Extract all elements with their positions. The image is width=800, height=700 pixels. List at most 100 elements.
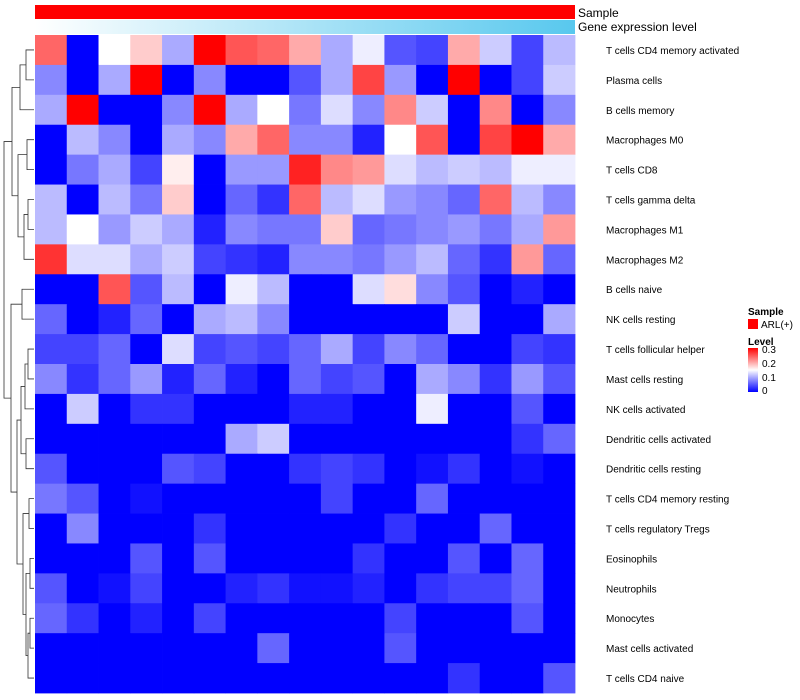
row-label: T cells CD4 naive [606,674,685,685]
heatmap-cell [130,64,163,96]
heatmap-cell [35,64,68,96]
heatmap-cell [98,483,131,514]
heatmap-cell [193,94,226,126]
heatmap-cell [543,364,576,395]
heatmap-cell [35,184,68,215]
heatmap-cell [130,124,163,156]
heatmap-cell [384,184,417,215]
heatmap-cell [66,633,99,664]
heatmap-cell [352,154,385,185]
heatmap-cell [447,483,481,514]
heatmap-cell [479,663,512,694]
heatmap-cell [543,304,576,335]
heatmap-cell [162,483,195,514]
heatmap-cell [320,423,354,455]
heatmap-cell [352,423,385,455]
heatmap-cell [35,94,68,126]
heatmap-cell [98,35,131,66]
heatmap-cell [289,483,322,514]
row-label: Plasma cells [606,76,662,87]
heatmap-cell [162,334,195,365]
heatmap-cell [162,274,195,305]
heatmap-cell [352,94,385,126]
heatmap-cell [352,64,385,96]
heatmap-cell [289,184,322,215]
heatmap-cell [289,364,322,395]
heatmap-cell [98,154,131,185]
heatmap-cell [447,214,481,245]
heatmap-cell [257,483,290,514]
heatmap-cell [543,423,576,455]
heatmap-cell [447,543,481,574]
sample-annotation-label: Sample [578,6,619,20]
dendrogram-branch [25,49,34,81]
heatmap-cell [193,64,226,96]
heatmap-cell [130,274,163,305]
row-label: Eosinophils [606,554,657,565]
heatmap-cell [35,483,68,514]
heatmap-cell [193,364,226,395]
heatmap-cell [352,184,385,215]
row-label: NK cells resting [606,315,675,326]
heatmap-cell [66,154,99,185]
heatmap-cell [225,423,258,455]
heatmap-cell [162,124,195,156]
heatmap-cell [416,573,449,604]
heatmap-cell [162,35,195,66]
heatmap-cell [384,393,417,425]
heatmap-cell [384,453,417,485]
heatmap-cell [320,64,354,96]
heatmap-cell [130,154,163,185]
heatmap-cell [130,453,163,485]
dendrogram-branch [16,419,23,565]
heatmap-cell [289,603,322,634]
heatmap-cell [416,154,449,185]
heatmap-cell [66,304,99,335]
heatmap-cell [416,453,449,485]
heatmap-cell [447,573,481,604]
dendrogram-branch [25,438,34,470]
heatmap-cell [35,633,68,664]
heatmap-cell [130,364,163,395]
row-label: Macrophages M2 [606,255,684,266]
legend-tick-0.3: 0.3 [762,345,776,356]
dendrogram-branch [19,64,34,111]
heatmap-cell [447,393,481,425]
heatmap-cell [352,393,385,425]
heatmap-cell [543,124,576,156]
heatmap-cell [98,513,131,544]
gene-expression-annotation-bar [35,20,575,34]
heatmap-cell [225,304,258,335]
dendrogram-branch [10,303,22,493]
heatmap-cell [162,154,195,185]
heatmap-cell [479,483,512,514]
heatmap-cell [257,364,290,395]
heatmap-cell [193,124,226,156]
heatmap-cell [257,94,290,126]
heatmap-cell [320,154,354,185]
heatmap-cell [543,483,576,514]
heatmap-cell [162,364,195,395]
heatmap-cell [257,543,290,574]
heatmap-cell [320,334,354,365]
heatmap-cell [511,483,544,514]
heatmap-cell [320,663,354,694]
heatmap-cell [511,513,544,544]
legend-tick-0.1: 0.1 [762,373,776,384]
heatmap-cell [447,423,481,455]
heatmap-cell [479,154,512,185]
heatmap-cell [416,483,449,514]
heatmap-cell [35,573,68,604]
heatmap-cell [225,94,258,126]
heatmap-cell [193,483,226,514]
dendrogram-branch [23,214,34,260]
heatmap-cell [225,274,258,305]
row-label: NK cells activated [606,405,685,416]
heatmap-cell [35,543,68,574]
heatmap-cell [511,663,544,694]
heatmap-cell [35,154,68,185]
heatmap-cell [416,214,449,245]
heatmap-cell [257,393,290,425]
legend-tick-0: 0 [762,386,768,397]
heatmap-cell [162,64,195,96]
